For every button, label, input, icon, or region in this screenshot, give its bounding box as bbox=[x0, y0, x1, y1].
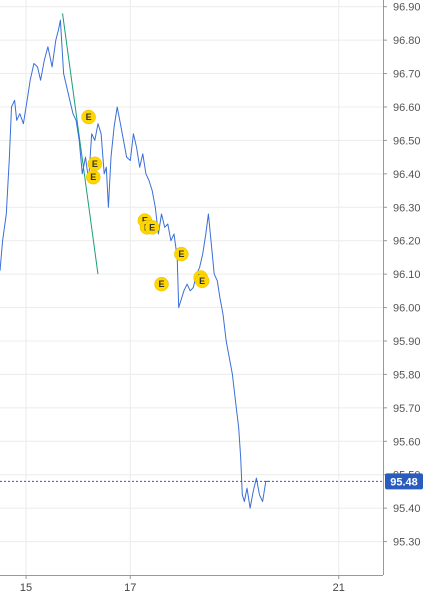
y-tick-label: 96.20 bbox=[393, 236, 421, 248]
y-tick-label: 95.80 bbox=[393, 369, 421, 381]
x-axis-ticks: 15 17 21 bbox=[20, 575, 345, 594]
y-tick-label: 96.90 bbox=[393, 2, 421, 14]
y-tick-label: 96.50 bbox=[393, 135, 421, 147]
event-marker-circle bbox=[144, 220, 160, 235]
event-marker-circle bbox=[154, 276, 169, 292]
x-tick-label: 17 bbox=[124, 582, 136, 594]
y-tick-label: 95.90 bbox=[393, 336, 421, 348]
grid bbox=[0, 0, 383, 575]
event-marker-label: E bbox=[90, 172, 96, 182]
event-marker-label: E bbox=[92, 159, 98, 169]
event-marker-circle bbox=[194, 273, 210, 289]
y-tick-label: 96.40 bbox=[393, 169, 421, 181]
event-marker-circle bbox=[81, 109, 96, 125]
event-markers: EEEEEEEEEE bbox=[81, 109, 210, 292]
event-marker[interactable]: E bbox=[144, 220, 160, 235]
event-marker-circle bbox=[86, 169, 101, 185]
event-marker[interactable]: E bbox=[81, 109, 96, 125]
y-tick-label: 96.00 bbox=[393, 303, 421, 315]
event-marker[interactable]: E bbox=[154, 276, 169, 292]
y-axis-ticks: 96.90 96.80 96.70 96.60 96.50 96.40 96.30 96.20… bbox=[383, 2, 421, 549]
x-tick-label: 21 bbox=[333, 582, 345, 594]
event-marker[interactable]: E bbox=[194, 273, 210, 289]
trendline bbox=[62, 13, 99, 275]
event-marker-label: E bbox=[159, 279, 165, 289]
event-marker-label: E bbox=[86, 112, 92, 122]
x-tick-label: 15 bbox=[20, 582, 32, 594]
y-tick-label: 95.40 bbox=[393, 503, 421, 515]
event-marker-label: E bbox=[178, 249, 184, 259]
last-price-label: 95.48 bbox=[390, 476, 418, 488]
event-marker[interactable]: E bbox=[87, 156, 103, 172]
last-price-badge bbox=[385, 473, 423, 490]
price-series-line bbox=[0, 19, 269, 509]
event-marker[interactable]: E bbox=[86, 169, 101, 185]
y-tick-label: 96.60 bbox=[393, 102, 421, 114]
event-marker-label: E bbox=[149, 222, 155, 232]
y-tick-label: 95.60 bbox=[393, 436, 421, 448]
y-tick-label: 96.70 bbox=[393, 69, 421, 81]
event-marker[interactable]: E bbox=[174, 246, 189, 262]
y-tick-label: 96.80 bbox=[393, 35, 421, 47]
event-marker-circle bbox=[174, 246, 189, 262]
y-tick-label: 96.30 bbox=[393, 202, 421, 214]
y-tick-label: 96.10 bbox=[393, 269, 421, 281]
y-tick-label: 95.70 bbox=[393, 403, 421, 415]
event-marker-label: E bbox=[199, 276, 205, 286]
y-tick-label: 95.30 bbox=[393, 537, 421, 549]
